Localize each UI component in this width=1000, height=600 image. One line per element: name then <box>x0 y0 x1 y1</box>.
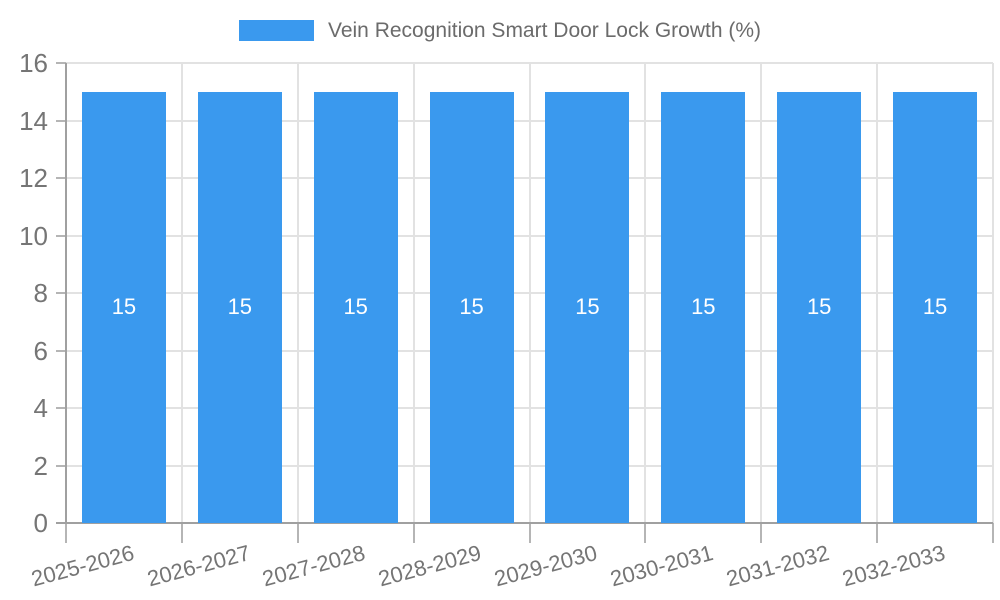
gridline-vertical <box>528 63 531 523</box>
x-tick <box>644 523 647 543</box>
y-tick <box>56 407 66 409</box>
x-tick <box>180 523 183 543</box>
y-tick-label: 16 <box>19 48 48 78</box>
y-tick-label: 2 <box>33 450 48 481</box>
x-tick <box>296 523 299 543</box>
x-tick-label: 2031-2032 <box>723 540 832 592</box>
y-tick-label: 10 <box>19 220 48 251</box>
x-tick-label: 2029-2030 <box>491 540 600 592</box>
bar[interactable]: 15 <box>81 91 166 523</box>
bar-value-label: 15 <box>806 294 832 320</box>
gridline-vertical <box>876 63 879 523</box>
y-tick-label: 12 <box>19 163 48 193</box>
legend-item[interactable]: Vein Recognition Smart Door Lock Growth … <box>0 17 1000 44</box>
y-tick <box>56 119 66 122</box>
bar-value-label: 15 <box>343 294 368 320</box>
bar[interactable]: 15 <box>893 91 978 523</box>
x-tick <box>528 523 531 543</box>
x-tick-label: 2025-2026 <box>28 540 137 592</box>
x-tick <box>876 523 879 543</box>
y-tick <box>56 177 66 179</box>
x-tick-label: 2030-2031 <box>607 540 716 592</box>
y-tick <box>56 349 66 352</box>
gridline-vertical <box>296 63 299 523</box>
bar[interactable]: 15 <box>197 91 282 523</box>
x-tick-label: 2027-2028 <box>260 540 369 592</box>
bar[interactable]: 15 <box>313 91 398 523</box>
bar-value-label: 15 <box>922 294 948 320</box>
bar[interactable]: 15 <box>545 91 630 523</box>
bar[interactable]: 15 <box>661 91 746 523</box>
gridline-vertical <box>760 63 763 523</box>
bar[interactable]: 15 <box>777 91 862 523</box>
y-tick-label: 4 <box>33 393 48 423</box>
y-tick <box>56 234 66 237</box>
x-tick-label: 2026-2027 <box>144 540 253 592</box>
gridline-vertical <box>992 63 994 523</box>
legend-swatch <box>238 20 314 41</box>
x-tick-label: 2032-2033 <box>839 540 948 592</box>
y-tick-label: 6 <box>33 335 48 366</box>
x-tick <box>992 523 994 543</box>
bar-value-label: 15 <box>111 294 137 320</box>
bar[interactable]: 15 <box>429 91 514 523</box>
x-tick <box>760 523 763 543</box>
y-tick <box>56 292 66 294</box>
bar-value-label: 15 <box>227 294 253 320</box>
x-tick-label: 2028-2029 <box>375 540 485 592</box>
bar-value-label: 15 <box>459 294 484 320</box>
bar-value-label: 15 <box>575 294 600 320</box>
gridline-vertical <box>644 63 647 523</box>
y-tick-label: 0 <box>33 508 48 538</box>
gridline-vertical <box>180 63 183 523</box>
y-axis-line <box>65 63 67 523</box>
y-tick <box>56 62 66 64</box>
legend-label: Vein Recognition Smart Door Lock Growth … <box>327 19 761 42</box>
x-tick <box>412 523 415 543</box>
x-tick <box>65 523 67 543</box>
y-tick <box>56 464 66 467</box>
y-tick-label: 8 <box>33 278 48 308</box>
x-axis-line <box>56 522 993 524</box>
y-tick-label: 14 <box>19 105 48 136</box>
gridline-vertical <box>412 63 415 523</box>
bar-value-label: 15 <box>691 294 716 320</box>
